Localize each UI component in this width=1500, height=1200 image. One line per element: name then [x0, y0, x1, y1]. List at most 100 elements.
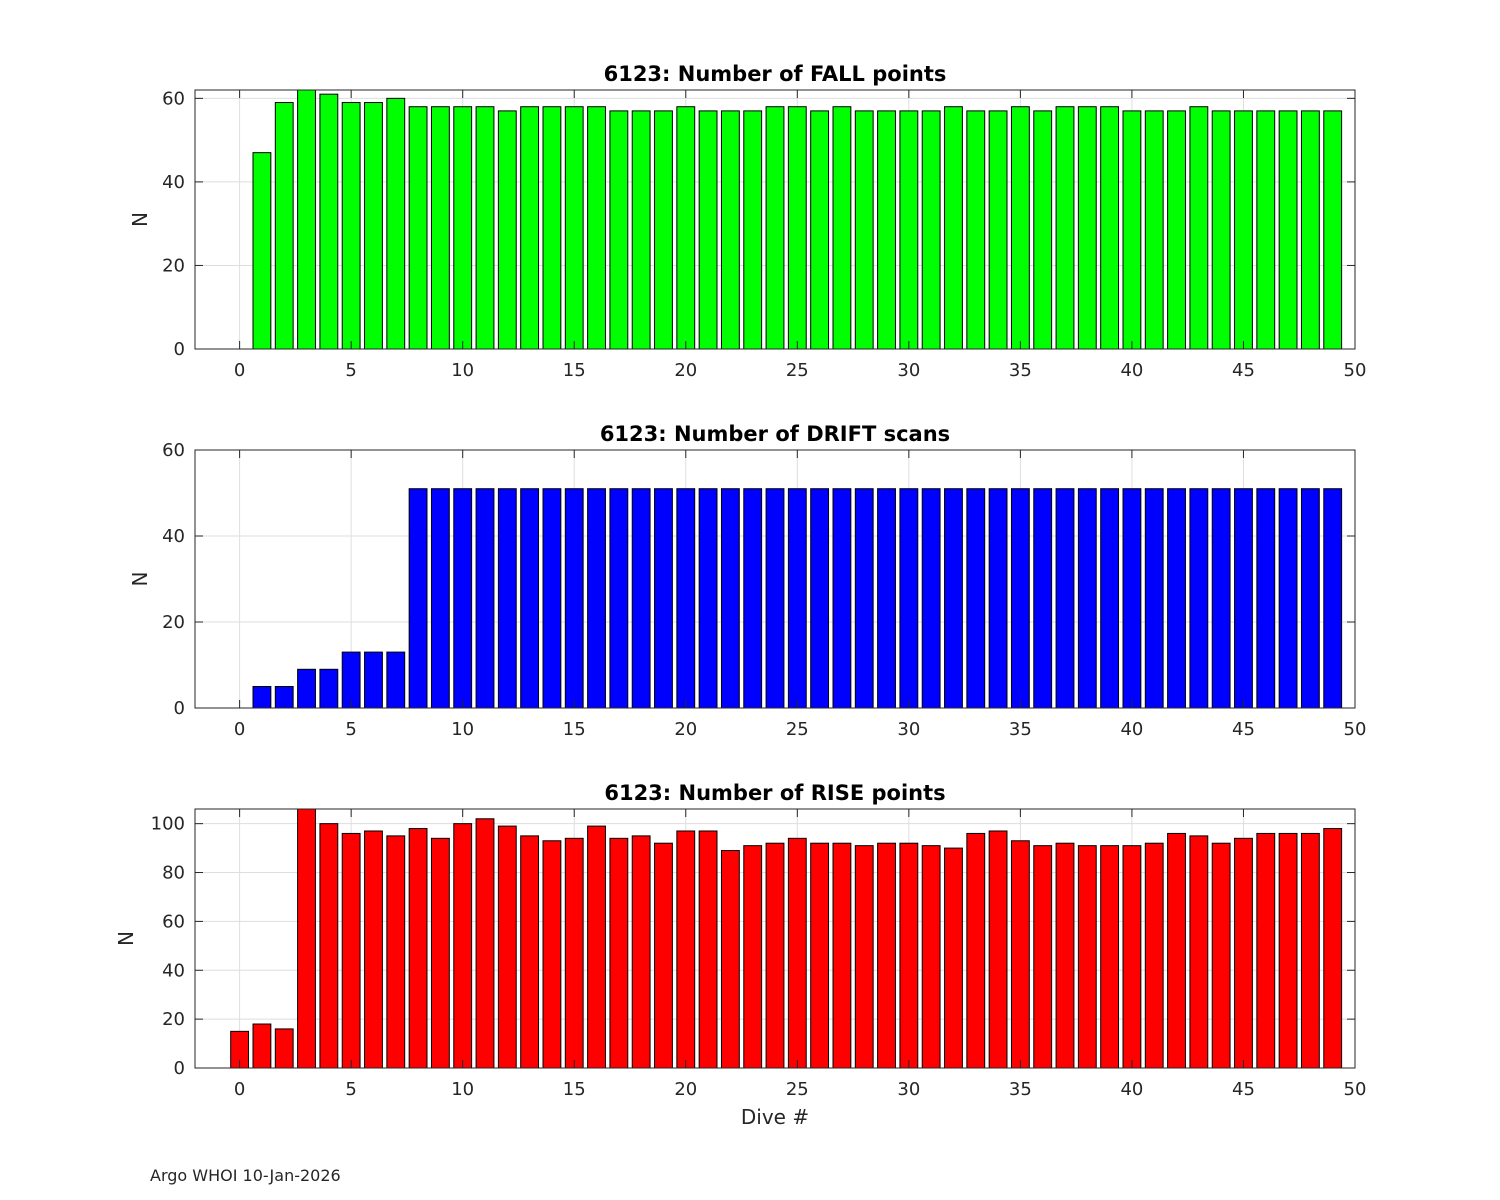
x-tick-label: 10 — [451, 360, 474, 381]
x-tick-label: 40 — [1120, 719, 1143, 740]
bar — [1211, 110, 1231, 350]
bar — [854, 845, 874, 1069]
x-tick-label: 30 — [897, 719, 920, 740]
bar — [1167, 832, 1186, 1069]
bar — [1189, 106, 1209, 350]
footer-credit: Argo WHOI 10-Jan-2026 — [150, 1166, 341, 1185]
bar — [966, 488, 986, 709]
x-tick-label: 35 — [1009, 360, 1032, 381]
bar — [1189, 488, 1209, 709]
bar — [810, 842, 830, 1069]
bar — [453, 106, 473, 350]
x-axis-label: Dive # — [741, 1105, 809, 1129]
bar — [877, 110, 896, 350]
bar — [297, 668, 316, 709]
x-tick-label: 0 — [234, 719, 245, 740]
rise-points-chart: 0 5 10 15 20 25 30 35 40 45 50 0 20 40 60 80 100 6123: Nu… — [114, 781, 1366, 1129]
bar — [386, 835, 406, 1069]
bar — [1077, 845, 1097, 1069]
x-tick-label: 10 — [451, 1079, 474, 1100]
bar — [386, 97, 406, 350]
bar — [1122, 110, 1142, 350]
bar — [430, 106, 450, 350]
y-tick-label: 60 — [162, 88, 185, 109]
x-tick-label: 15 — [563, 719, 586, 740]
bar — [765, 488, 785, 709]
bar — [966, 832, 986, 1069]
y-axis-label: N — [114, 931, 138, 946]
x-tick-label: 50 — [1344, 719, 1367, 740]
bar — [743, 845, 763, 1069]
x-tick-label: 40 — [1120, 1079, 1143, 1100]
x-tick-label: 0 — [234, 360, 245, 381]
bar — [787, 488, 807, 709]
x-tick-label: 25 — [786, 719, 809, 740]
bar — [542, 106, 562, 350]
bar — [609, 837, 629, 1069]
bar — [899, 842, 919, 1069]
bar — [1300, 832, 1320, 1069]
bar — [1278, 832, 1298, 1069]
x-tick-label: 25 — [786, 1079, 809, 1100]
bar — [497, 825, 517, 1069]
bar — [698, 488, 718, 709]
bar — [921, 488, 941, 709]
bar — [587, 106, 606, 350]
bar — [408, 488, 428, 709]
x-tick-label: 45 — [1232, 1079, 1255, 1100]
x-tick-label: 30 — [897, 360, 920, 381]
bar — [720, 850, 740, 1069]
axes-box — [194, 449, 1356, 709]
bar — [1323, 828, 1343, 1069]
bar — [654, 842, 673, 1069]
x-tick-label: 35 — [1009, 1079, 1032, 1100]
bar — [497, 110, 517, 350]
bar — [631, 488, 651, 709]
bar — [988, 110, 1008, 350]
bar — [1300, 110, 1320, 350]
bar — [430, 488, 450, 709]
bar — [564, 106, 584, 350]
bar — [274, 102, 294, 350]
bar — [1077, 488, 1097, 709]
bar — [475, 488, 495, 709]
bar — [542, 840, 562, 1069]
bar — [1144, 842, 1164, 1069]
bar — [1100, 845, 1120, 1069]
bar — [609, 110, 629, 350]
bar — [542, 488, 562, 709]
bar — [1033, 845, 1053, 1069]
bar — [1077, 106, 1097, 350]
y-axis-label: N — [128, 212, 152, 227]
bar — [1323, 488, 1343, 709]
bar — [1144, 488, 1164, 709]
bar — [654, 488, 673, 709]
bar — [564, 488, 584, 709]
x-tick-label: 15 — [563, 1079, 586, 1100]
bar — [921, 845, 941, 1069]
bar — [319, 93, 339, 350]
x-tick-label: 25 — [786, 360, 809, 381]
bar — [854, 110, 874, 350]
y-tick-label: 20 — [162, 255, 185, 276]
bar — [497, 488, 517, 709]
bar — [252, 152, 272, 350]
bar — [408, 828, 428, 1069]
x-tick-label: 30 — [897, 1079, 920, 1100]
y-tick-label: 0 — [174, 698, 185, 719]
bar — [252, 686, 272, 709]
bar — [1234, 837, 1253, 1069]
x-tick-label: 45 — [1232, 360, 1255, 381]
bar — [1323, 110, 1343, 350]
bar — [1211, 842, 1231, 1069]
bar — [609, 488, 629, 709]
bar — [765, 842, 785, 1069]
bar — [1010, 106, 1030, 350]
chart-title: 6123: Number of RISE points — [604, 781, 945, 805]
bar — [274, 686, 294, 709]
bar — [743, 488, 763, 709]
bar — [676, 488, 696, 709]
bar — [297, 808, 316, 1069]
bar — [832, 842, 852, 1069]
bar — [810, 110, 830, 350]
